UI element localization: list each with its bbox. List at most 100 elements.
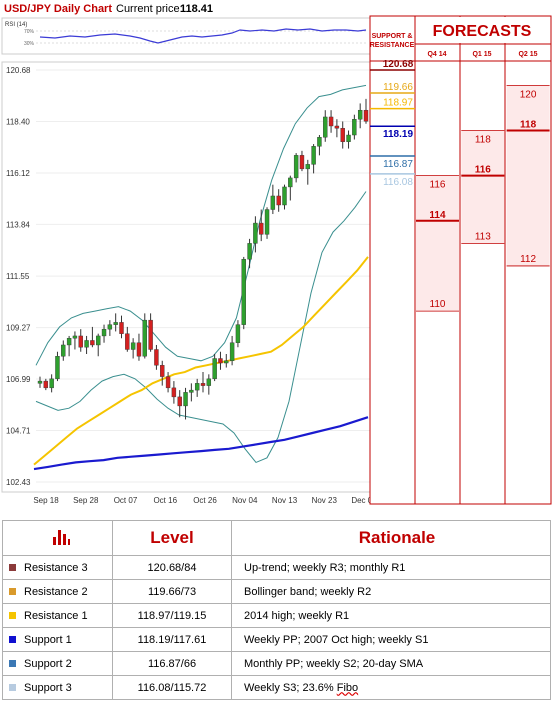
level-color-swatch [9,636,16,644]
x-tick-label: Sep 28 [73,496,99,505]
candle-body [113,322,118,325]
x-tick-label: Nov 04 [232,496,258,505]
candle-body [119,322,124,334]
usdjpy-chart: USD/JPY Daily Chart Current price: 118.4… [1,3,552,505]
y-tick-label: 102.43 [6,478,31,487]
level-name-cell: Support 2 [2,651,113,676]
candle-body [264,209,270,235]
rsi-line [39,28,367,44]
forecast-high-label: 120 [520,89,537,100]
level-name: Support 1 [24,633,72,646]
level-rationale-cell: Weekly S3; 23.6% Fibo [231,675,551,700]
candle-body [212,358,217,380]
candle-body [317,137,322,147]
level-name-cell: Support 3 [2,675,113,700]
candle-body [323,116,328,138]
rsi-level-70: 70% [24,29,35,35]
table-header-rationale: Rationale [231,520,551,556]
candle-body [235,324,241,343]
candle-body [148,319,153,350]
level-color-swatch [9,588,16,596]
forecast-low-label: 110 [430,299,446,310]
indicators [33,84,369,471]
candle-body [206,378,212,386]
forecast-high-label: 116 [430,180,446,191]
table-row: Support 2 116.87/66 Monthly PP; weekly S2;… [2,651,551,676]
table-body: Resistance 3 120.68/84 Up-trend; weekly R3… [2,555,551,700]
level-value-cell: 118.97/119.15 [112,603,232,628]
forecast-range [416,175,459,312]
x-tick-label: Sep 18 [33,496,59,505]
bollinger-upper-line [35,84,367,366]
y-tick-label: 116.12 [6,169,30,178]
table-row: Resistance 2 119.66/73 Bollinger band; wee… [2,579,551,604]
level-color-swatch [9,612,16,620]
current-price-value: 118.41 [180,3,213,15]
level-label-resistance2: 119.66 [383,82,413,93]
level-rationale-cell: Up-trend; weekly R3; monthly R1 [231,555,551,580]
level-name: Support 2 [24,657,72,670]
bar-chart-icon [52,529,70,545]
current-price-label: Current price: [116,3,183,15]
rsi-label: RSI (14) [5,22,27,28]
forecast-title-cover [416,17,550,43]
candle-body [276,195,281,206]
table-header-icon-cell [2,520,113,556]
ma-fast-line [33,256,369,466]
table-header-row: Level Rationale [2,520,551,556]
forecast-central-label: 114 [429,210,446,221]
levels-table: Level Rationale Resistance 3 120.68/84 Up-… [2,520,551,700]
level-name: Resistance 3 [24,561,88,574]
candle-body [130,342,136,350]
forecast-central-label: 116 [475,165,492,176]
candle-body [305,164,310,170]
candle-body [72,335,78,339]
level-name: Resistance 2 [24,585,88,598]
level-name: Support 3 [24,681,72,694]
candle-body [183,392,188,407]
level-color-swatch [9,660,16,668]
level-rationale-cell: Bollinger band; weekly R2 [231,579,551,604]
table-row: Support 3 116.08/115.72 Weekly S3; 23.6% F… [2,675,551,700]
candle-body [165,376,171,389]
x-tick-label: Oct 16 [153,496,177,505]
candle-body [142,319,147,357]
forecast-central-label: 118 [520,120,537,131]
quarter-q2: Q2 15 [518,51,537,58]
forecast-low-label: 112 [520,254,536,265]
x-tick-label: Oct 07 [114,496,138,505]
candle-body [229,342,235,361]
level-value-cell: 120.68/84 [112,555,232,580]
table-row: Resistance 1 118.97/119.15 2014 high; week… [2,603,551,628]
level-name-cell: Support 1 [2,627,113,652]
forecast-title: FORECASTS [433,23,532,40]
level-label-resistance1: 118.97 [383,98,413,109]
rsi-level-30: 30% [24,41,35,47]
candle-body [357,109,363,120]
bollinger-lower-line [35,191,367,464]
candle-body [247,243,252,260]
forecast-high-label: 118 [475,135,491,146]
quarter-q4: Q4 14 [427,51,446,58]
y-tick-label: 106.99 [6,375,31,384]
x-tick-label: Oct 26 [193,496,217,505]
sr-title-2: RESISTANCE [370,42,415,49]
candle-body [218,358,223,364]
level-label-support1: 118.19 [383,129,413,140]
y-tick-label: 109.27 [6,324,31,333]
forecast-low-label: 113 [475,231,491,242]
candle-body [61,344,66,357]
x-axis: Sep 18 Sep 28 Oct 07 Oct 16 Oct 26 Nov 04 Nov … [33,496,377,505]
candle-body [259,222,264,235]
candle-body [363,109,369,122]
candle-body [241,258,246,325]
x-tick-label: Nov 23 [312,496,338,505]
level-value-cell: 119.66/73 [112,579,232,604]
price-plot-area [1,61,371,493]
level-name-cell: Resistance 1 [2,603,113,628]
level-name-cell: Resistance 2 [2,579,113,604]
y-axis: 120.68 118.40 116.12 113.84 111.55 109.27 106.… [6,66,370,487]
candle-body [253,222,258,244]
level-value-cell: 118.19/117.61 [112,627,232,652]
candle-body [270,195,276,210]
